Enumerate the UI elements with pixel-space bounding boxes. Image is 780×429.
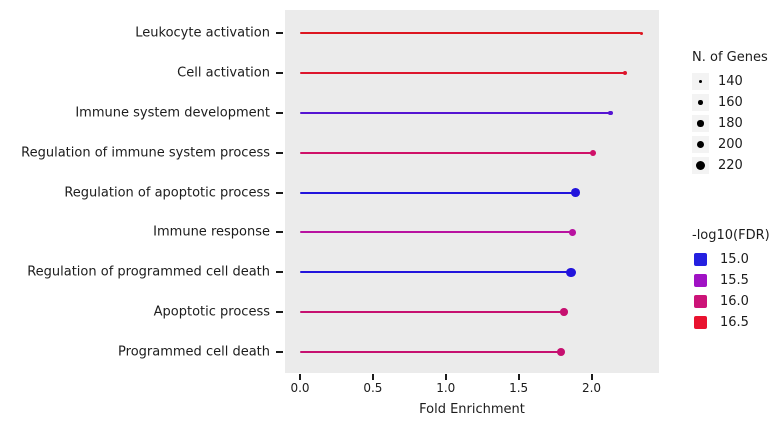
lollipop-line [300, 231, 573, 234]
category-label: Regulation of programmed cell death [27, 264, 270, 280]
x-tick-label: 2.0 [581, 381, 602, 395]
size-legend-key [692, 136, 709, 153]
color-legend-label: 15.0 [720, 252, 749, 267]
y-tick [276, 351, 283, 353]
color-legend-items: 15.0 15.5 16.0 16.5 [692, 249, 770, 333]
lollipop-dot [590, 149, 596, 156]
size-legend-item: 180 [692, 113, 768, 134]
color-legend-label: 16.0 [720, 294, 749, 309]
lollipop-line [300, 71, 626, 74]
y-tick [276, 311, 283, 314]
color-legend-swatch [694, 295, 707, 308]
size-legend-item: 140 [692, 71, 768, 92]
x-tick-label: 0.0 [290, 381, 310, 395]
color-legend-label: 15.5 [720, 273, 749, 288]
lollipop-dot [569, 229, 576, 236]
color-legend-label: 16.5 [720, 315, 749, 330]
lollipop-dot [622, 70, 628, 76]
y-tick [276, 32, 283, 34]
size-legend-label: 140 [718, 74, 743, 89]
lollipop-dot [560, 308, 568, 316]
size-legend-label: 220 [718, 158, 743, 173]
lollipop-dot [639, 31, 643, 35]
size-legend-key [692, 115, 709, 132]
lollipop-line [300, 351, 561, 353]
lollipop-line [300, 271, 572, 274]
x-tick-label: 1.5 [509, 381, 529, 395]
category-label: Apoptotic process [153, 304, 270, 320]
size-legend-dot-icon [699, 80, 702, 83]
lollipop-dot [608, 110, 613, 115]
x-tick [299, 374, 301, 380]
x-tick-label: 0.5 [363, 381, 383, 395]
lollipop-line [300, 111, 611, 114]
category-label: Regulation of apoptotic process [64, 185, 270, 200]
category-label: Immune response [153, 224, 270, 240]
size-legend-item: 220 [692, 155, 768, 176]
size-legend-key [692, 94, 709, 111]
size-legend-key [692, 157, 709, 174]
lollipop-dot [571, 188, 580, 197]
color-legend-title: -log10(FDR) [692, 228, 770, 243]
x-tick [444, 374, 447, 380]
size-legend-dot-icon [696, 140, 705, 149]
y-tick [276, 271, 283, 274]
color-legend-swatch [694, 274, 707, 287]
y-tick [276, 191, 283, 194]
size-legend-item: 160 [692, 92, 768, 113]
lollipop-line [300, 311, 564, 314]
y-tick [276, 71, 283, 74]
color-legend-item: 16.0 [692, 291, 770, 312]
lollipop-line [300, 32, 642, 34]
color-legend: -log10(FDR) 15.0 15.5 16.0 16.5 [692, 228, 770, 333]
category-label: Immune system development [75, 105, 270, 121]
color-legend-swatch [694, 253, 707, 266]
x-tick [517, 374, 520, 380]
color-legend-item: 15.5 [692, 270, 770, 291]
color-legend-swatch [694, 316, 707, 329]
category-label: Cell activation [177, 65, 270, 81]
color-legend-item: 15.0 [692, 249, 770, 270]
size-legend-dot-icon [695, 160, 706, 171]
size-legend-dot-icon [697, 120, 704, 127]
lollipop-dot [556, 348, 565, 356]
x-tick-label: 1.0 [436, 381, 456, 395]
color-legend-item: 16.5 [692, 312, 770, 333]
size-legend-label: 160 [718, 95, 743, 110]
y-tick [276, 231, 283, 234]
x-tick [590, 374, 593, 380]
size-legend-label: 200 [718, 137, 743, 152]
size-legend-dot-icon [698, 100, 703, 105]
x-axis-title: Fold Enrichment [419, 402, 525, 417]
y-tick [276, 111, 283, 114]
size-legend-label: 180 [718, 116, 743, 131]
x-tick [371, 374, 374, 380]
lollipop-line [300, 191, 576, 194]
size-legend-item: 200 [692, 134, 768, 155]
size-legend-items: 140 160 180 200 220 [692, 71, 768, 176]
lollipop-dot [566, 267, 576, 277]
category-label: Programmed cell death [118, 344, 270, 360]
y-tick [276, 151, 283, 154]
size-legend: N. of Genes 140 160 180 200 220 [692, 50, 768, 176]
lollipop-line [300, 151, 593, 154]
size-legend-title: N. of Genes [692, 50, 768, 65]
category-label: Regulation of immune system process [21, 145, 270, 161]
size-legend-key [692, 73, 709, 90]
category-label: Leukocyte activation [135, 25, 270, 41]
